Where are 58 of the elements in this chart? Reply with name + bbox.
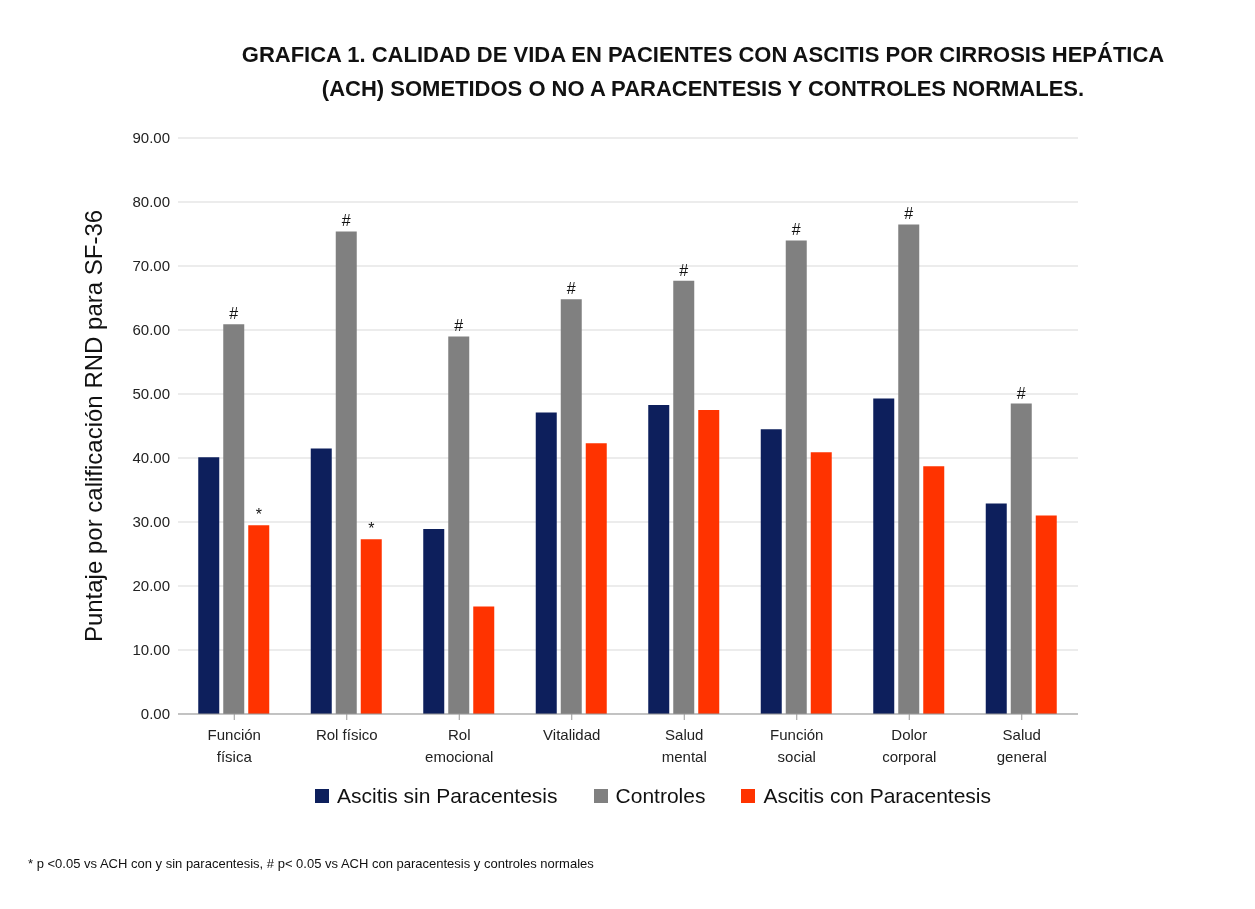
y-tick-label: 50.00 bbox=[132, 385, 170, 403]
bar bbox=[1035, 515, 1057, 714]
y-tick-label: 40.00 bbox=[132, 449, 170, 467]
bar bbox=[198, 457, 220, 714]
bar bbox=[448, 336, 470, 714]
annotation: # bbox=[791, 221, 801, 239]
y-tick-label: 90.00 bbox=[132, 129, 170, 147]
bar bbox=[985, 503, 1007, 714]
y-tick-label: 30.00 bbox=[132, 513, 170, 531]
annotation: # bbox=[566, 280, 576, 298]
bar bbox=[1010, 403, 1032, 714]
bar bbox=[248, 525, 270, 714]
annotation: # bbox=[341, 212, 351, 230]
bar bbox=[673, 280, 695, 714]
bar bbox=[873, 398, 895, 714]
bar bbox=[535, 412, 557, 714]
y-tick-label: 10.00 bbox=[132, 641, 170, 659]
annotation: # bbox=[904, 205, 914, 223]
bar bbox=[473, 606, 495, 714]
annotation: # bbox=[454, 317, 464, 335]
bar bbox=[423, 529, 445, 714]
bar bbox=[360, 539, 382, 714]
y-tick-label: 60.00 bbox=[132, 321, 170, 339]
legend-label: Controles bbox=[615, 784, 706, 808]
x-tick-label: Salud general bbox=[996, 726, 1047, 765]
bar bbox=[760, 429, 782, 714]
y-axis-title: Puntaje por calificación RND para SF-36 bbox=[79, 209, 107, 643]
annotation: # bbox=[229, 305, 239, 323]
bar bbox=[810, 452, 832, 714]
bar bbox=[223, 324, 245, 714]
y-tick-label: 0.00 bbox=[140, 705, 170, 723]
chart-title: GRAFICA 1. CALIDAD DE VIDA EN PACIENTES CON ASCITIS POR CIRROSIS HEPÁTICA (ACH) SOMETIDOS O NO A PARACENTESIS Y CONTROLES NORMALES. bbox=[240, 41, 1166, 103]
y-tick-label: 80.00 bbox=[132, 193, 170, 211]
x-tick-label: Rol físico bbox=[315, 726, 378, 743]
text: * p <0.05 vs ACH con y sin paracentesis, # p< 0.05 vs ACH con paracentesis y controles normales bbox=[28, 856, 594, 871]
x-tick-label: Dolor corporal bbox=[882, 726, 937, 765]
bar bbox=[648, 404, 670, 714]
annotation: # bbox=[679, 261, 689, 279]
bar bbox=[310, 448, 332, 714]
y-tick-label: 20.00 bbox=[132, 577, 170, 595]
bar bbox=[923, 466, 945, 714]
x-tick-label: Función social bbox=[770, 726, 824, 765]
x-tick-label: Función física bbox=[207, 726, 261, 765]
data-label: * bbox=[255, 506, 262, 524]
bar bbox=[560, 299, 582, 714]
bar bbox=[335, 231, 357, 714]
annotation: # bbox=[1016, 384, 1026, 402]
x-tick-label: Salud mental bbox=[661, 726, 707, 765]
bar bbox=[585, 443, 607, 714]
bar bbox=[698, 410, 720, 714]
x-tick-label: Rol emocional bbox=[425, 726, 494, 765]
data-label: * bbox=[368, 520, 375, 538]
y-tick-label: 70.00 bbox=[132, 257, 170, 275]
legend-label: Ascitis con Paracentesis bbox=[763, 784, 992, 808]
bar bbox=[785, 240, 807, 714]
x-tick-label: Vitalidad bbox=[543, 726, 601, 743]
bar bbox=[898, 224, 920, 714]
legend-label: Ascitis sin Paracentesis bbox=[336, 784, 558, 808]
